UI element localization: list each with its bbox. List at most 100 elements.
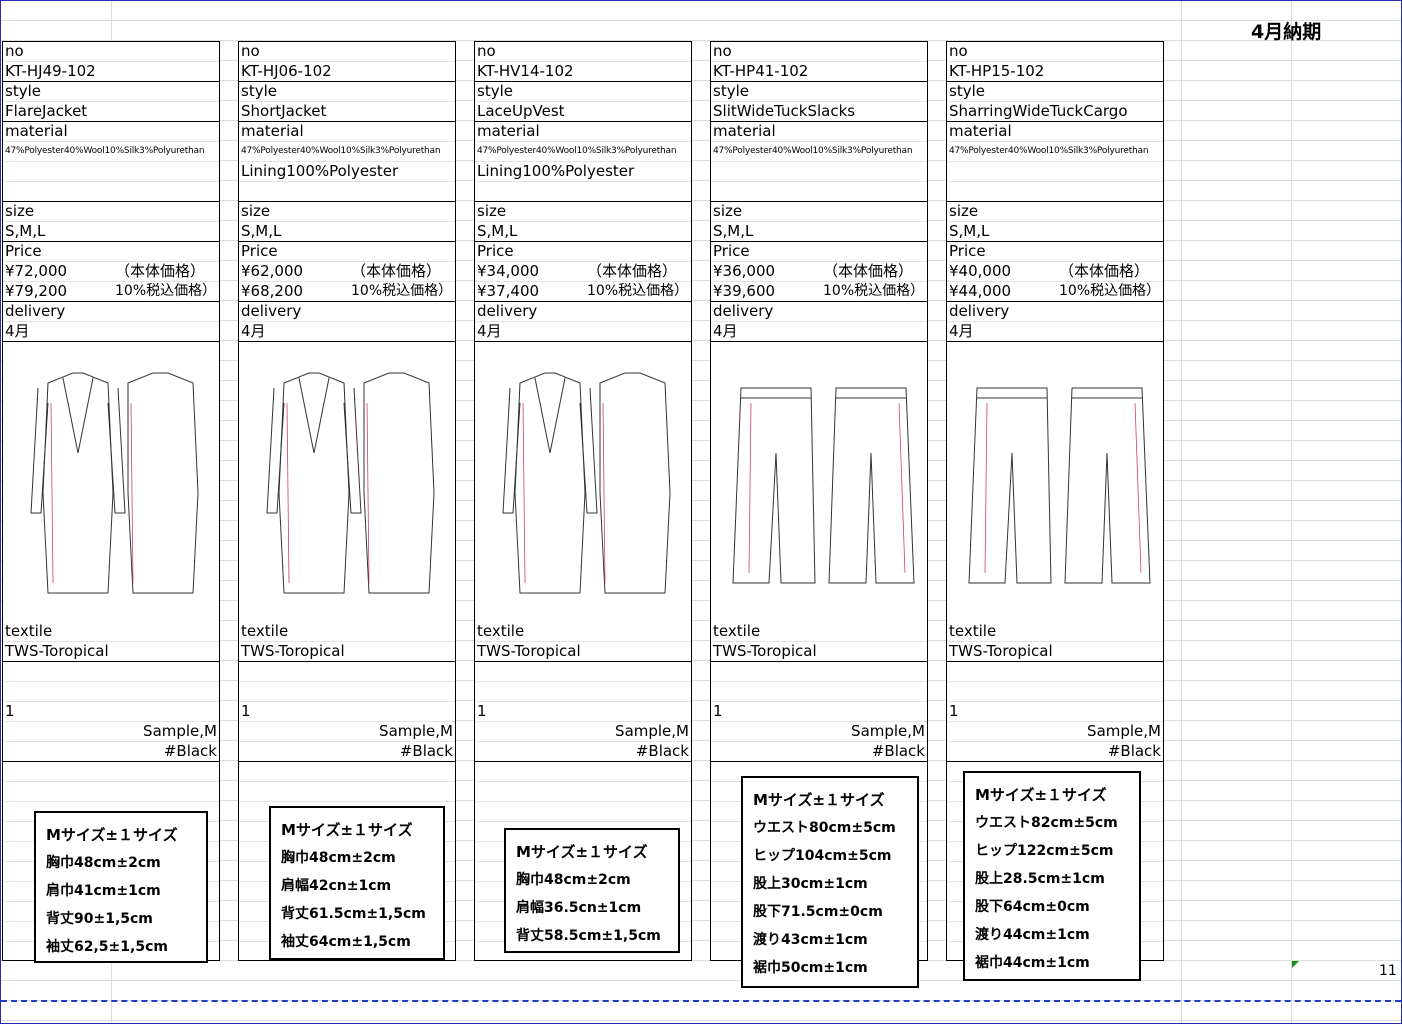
size-label: size [713, 202, 743, 220]
row-border [475, 121, 691, 122]
style-label: style [5, 82, 41, 100]
spec-line: ヒップ104cm±5cm [753, 848, 892, 864]
no-label: no [477, 42, 496, 60]
row-border [3, 201, 219, 202]
row-border [239, 201, 455, 202]
size-spec-box: Mサイズ±１サイズ 胸巾48cm±2cm 肩幅36.5cn±1cm 背丈58.5cm±… [504, 828, 680, 953]
spec-line: 背丈90±1,5cm [46, 911, 153, 927]
spec-title: Mサイズ±１サイズ [281, 821, 413, 839]
row-border [475, 241, 691, 242]
spec-line: 胸巾48cm±2cm [46, 855, 161, 871]
product-card: no KT-HJ49-102 style FlareJacket material 47%… [2, 41, 220, 961]
row-border [711, 341, 927, 342]
style: SharringWideTuckCargo [949, 102, 1128, 120]
row-border [239, 301, 455, 302]
row-border [239, 341, 455, 342]
row-border [239, 241, 455, 242]
row-border [3, 301, 219, 302]
quantity: 1 [477, 702, 487, 720]
spec-line: 背丈58.5cm±1,5cm [516, 928, 661, 944]
textile-label: textile [241, 622, 289, 640]
spec-title: Mサイズ±１サイズ [46, 826, 178, 844]
no-label: no [5, 42, 24, 60]
spec-line: 袖丈64cm±1,5cm [281, 934, 411, 950]
price-tax: ¥44,000 [949, 282, 1012, 300]
spec-title: Mサイズ±１サイズ [753, 791, 885, 809]
row-border [475, 761, 691, 762]
price-label: Price [949, 242, 986, 260]
price-tax: ¥37,400 [477, 282, 540, 300]
material-label: material [5, 122, 68, 140]
lining: Lining100%Polyester [241, 162, 399, 180]
spec-title: Mサイズ±１サイズ [516, 843, 648, 861]
spec-line: 股上30cm±1cm [753, 876, 868, 892]
spec-line: 背丈61.5cm±1,5cm [281, 906, 426, 922]
price: ¥72,000 [5, 262, 68, 280]
size: S,M,L [5, 222, 46, 240]
material: 47%Polyester40%Wool10%Silk3%Polyurethan [949, 146, 1149, 156]
delivery-label: delivery [5, 302, 66, 320]
price-tax-note: 10%税込価格） [351, 283, 453, 299]
sheet-title: 4月納期 [1251, 21, 1322, 43]
quantity: 1 [713, 702, 723, 720]
material: 47%Polyester40%Wool10%Silk3%Polyurethan [241, 146, 441, 156]
spec-line: 肩幅36.5cn±1cm [516, 900, 642, 916]
color: #Black [871, 742, 925, 760]
material-label: material [241, 122, 304, 140]
style: ShortJacket [241, 102, 327, 120]
material-label: material [477, 122, 540, 140]
row-border [239, 121, 455, 122]
image-area [947, 343, 1163, 622]
no-label: no [949, 42, 968, 60]
garment-sketch [732, 387, 915, 584]
sample: Sample,M [1087, 722, 1161, 740]
price: ¥36,000 [713, 262, 776, 280]
spec-line: 裾巾44cm±1cm [975, 955, 1090, 971]
spec-line: 胸巾48cm±2cm [281, 850, 396, 866]
textile: TWS-Toropical [477, 642, 581, 660]
row-border [711, 81, 927, 82]
row-border [711, 661, 927, 662]
style: FlareJacket [5, 102, 88, 120]
row-border [3, 761, 219, 762]
lining: Lining100%Polyester [477, 162, 635, 180]
color: #Black [635, 742, 689, 760]
style-label: style [949, 82, 985, 100]
price-label: Price [5, 242, 42, 260]
style: LaceUpVest [477, 102, 565, 120]
spec-line: 胸巾48cm±2cm [516, 872, 631, 888]
spec-line: 裾巾50cm±1cm [753, 960, 868, 976]
price-tax: ¥79,200 [5, 282, 68, 300]
material-label: material [949, 122, 1012, 140]
textile: TWS-Toropical [949, 642, 1053, 660]
size-spec-box: Mサイズ±１サイズ 胸巾48cm±2cm 肩幅42cn±1cm 背丈61.5cm±1,… [269, 806, 445, 960]
color: #Black [163, 742, 217, 760]
price-label: Price [241, 242, 278, 260]
price-tax-note: 10%税込価格） [823, 283, 925, 299]
size-label: size [241, 202, 271, 220]
quantity: 1 [949, 702, 959, 720]
row-border [239, 81, 455, 82]
quantity: 1 [5, 702, 15, 720]
price-tax: ¥68,200 [241, 282, 304, 300]
page-break [1, 1000, 1401, 1002]
spec-line: ウエスト80cm±5cm [753, 820, 896, 836]
delivery: 4月 [241, 322, 266, 340]
row-border [947, 761, 1163, 762]
size-label: size [477, 202, 507, 220]
no: KT-HV14-102 [477, 62, 574, 80]
row-border [947, 121, 1163, 122]
garment-sketch [502, 372, 671, 594]
spec-line: 股下64cm±0cm [975, 899, 1090, 915]
size: S,M,L [713, 222, 754, 240]
size-label: size [5, 202, 35, 220]
sample: Sample,M [379, 722, 453, 740]
style-label: style [713, 82, 749, 100]
color: #Black [1107, 742, 1161, 760]
spec-line: 袖丈62,5±1,5cm [46, 939, 168, 955]
row-border [475, 661, 691, 662]
product-card: no KT-HV14-102 style LaceUpVest material 47%P… [474, 41, 692, 961]
row-border [239, 661, 455, 662]
